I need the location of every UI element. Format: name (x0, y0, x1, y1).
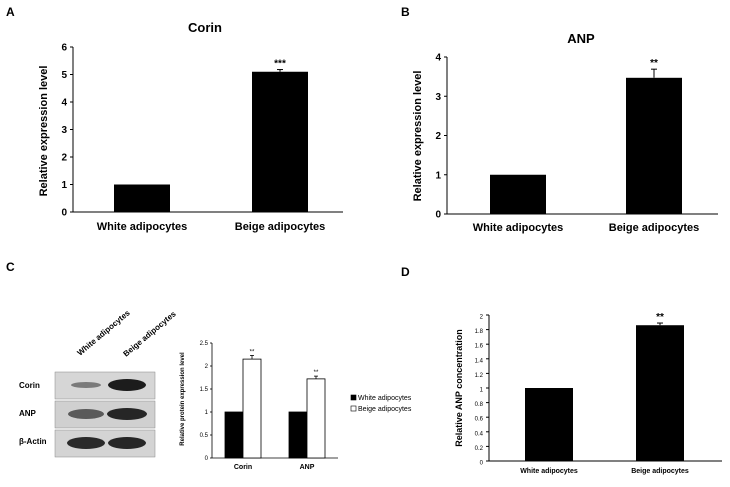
blot-row-label-anp: ANP (19, 409, 37, 418)
chart-title-a: Corin (188, 20, 222, 35)
blot-band-anp-white (68, 409, 104, 419)
legend-label-beige: Beige adipocytes (358, 406, 412, 413)
y-axis-label-a: Relative expression level (38, 66, 50, 197)
y-tick-label: 0.2 (475, 446, 484, 452)
blot-band-anp-beige (107, 408, 147, 420)
bar (114, 184, 170, 212)
panel-letter-c: C (6, 260, 15, 274)
significance-marker: ** (650, 58, 658, 69)
y-tick-label: 2.5 (200, 341, 209, 347)
y-tick-label: 1 (480, 388, 484, 394)
y-tick-label: 1.2 (475, 373, 484, 379)
plot-area-a: 0 1 2 3 4 5 6 White adipocytes *** Beige adipocyt… (61, 43, 343, 233)
y-tick-label: 0.5 (200, 433, 209, 439)
y-tick-label: 3 (61, 125, 67, 136)
x-category-label: Beige adipocytes (609, 222, 699, 234)
significance-marker: ** (656, 312, 664, 323)
plot-area-d: 0 0.2 0.4 0.6 0.8 1 1.2 1.4 1.6 1.8 2 White adipocy… (475, 312, 722, 475)
y-tick-label: 2 (435, 131, 441, 142)
y-axis-label-d: Relative ANP concentration (454, 329, 464, 447)
y-tick-label: 0 (435, 210, 441, 221)
y-axis-label-b: Relative expression level (412, 71, 424, 202)
plot-area-c: 0 0.5 1 1.5 2 2.5 ** Corin ** ANP (200, 341, 338, 471)
y-tick-label: 0.4 (475, 431, 484, 437)
y-tick-label: 6 (61, 43, 67, 54)
y-tick-label: 2 (205, 364, 209, 370)
chart-title-b: ANP (567, 31, 595, 46)
blot-band-actin-beige (108, 437, 146, 449)
western-blot: White adipocytes Beige adipocytes Corin … (19, 308, 178, 458)
x-category-label: White adipocytes (97, 221, 187, 233)
legend-c: White adipocytes Beige adipocytes (350, 394, 412, 413)
y-tick-label: 2 (61, 153, 67, 164)
legend-label-white: White adipocytes (358, 395, 412, 402)
y-tick-label: 4 (61, 98, 67, 109)
bar (288, 411, 308, 459)
y-tick-label: 1 (61, 180, 67, 191)
legend-swatch-white (350, 394, 357, 401)
y-tick-label: 1.6 (475, 344, 484, 350)
bar (525, 388, 573, 461)
bar (252, 71, 308, 212)
y-tick-label: 3 (435, 92, 441, 103)
panel-b: B ANP Relative expression level 0 1 2 3 4 Whi… (401, 5, 718, 234)
x-category-label: White adipocytes (473, 222, 563, 234)
y-tick-label: 1.4 (475, 358, 484, 364)
significance-marker: ** (314, 370, 319, 376)
panel-letter-d: D (401, 265, 410, 279)
y-tick-label: 1 (205, 410, 209, 416)
panel-letter-a: A (6, 5, 15, 19)
bar (306, 378, 326, 459)
y-tick-label: 1.8 (475, 329, 484, 335)
panel-letter-b: B (401, 5, 410, 19)
x-category-label: White adipocytes (520, 468, 578, 475)
y-axis-label-c: Relative protein expression level (180, 352, 186, 446)
y-tick-label: 1 (435, 170, 441, 181)
panel-d: D Relative ANP concentration 00.20.40.60… (401, 265, 722, 475)
y-tick-label: 0 (480, 461, 484, 467)
plot-area-b: 0 1 2 3 4 White adipocytes ** Beige adipocytes (435, 53, 718, 234)
y-tick-label: 0 (205, 456, 209, 462)
blot-band-actin-white (67, 437, 105, 449)
y-tick-label: 0.8 (475, 402, 484, 408)
y-tick-label: 2 (480, 315, 484, 321)
x-category-label: Beige adipocytes (235, 221, 325, 233)
bar (490, 174, 546, 214)
bar (626, 77, 682, 215)
y-tick-label: 0 (61, 208, 67, 219)
x-category-label: Beige adipocytes (631, 468, 689, 475)
y-tick-label: 5 (61, 70, 67, 81)
legend-swatch-beige (350, 405, 357, 412)
blot-band-corin-beige (108, 379, 146, 391)
panel-a: A Corin Relative expression level 0 1 2 3 4 5… (6, 5, 343, 233)
x-category-label: Corin (234, 464, 252, 471)
x-category-label: ANP (300, 464, 315, 471)
y-tick-label: 0.6 (475, 417, 484, 423)
panel-c: C White adipocytes Beige adipocytes Cori… (6, 260, 412, 471)
blot-row-label-actin: β-Actin (19, 437, 47, 446)
bar (636, 325, 684, 461)
significance-marker: ** (250, 349, 255, 355)
y-tick-label: 1.5 (200, 387, 209, 393)
significance-marker: *** (274, 59, 286, 70)
blot-row-label-corin: Corin (19, 381, 40, 390)
y-tick-label: 4 (435, 53, 441, 64)
bar (242, 358, 262, 459)
bar (224, 411, 244, 459)
blot-band-corin-white (71, 382, 101, 388)
